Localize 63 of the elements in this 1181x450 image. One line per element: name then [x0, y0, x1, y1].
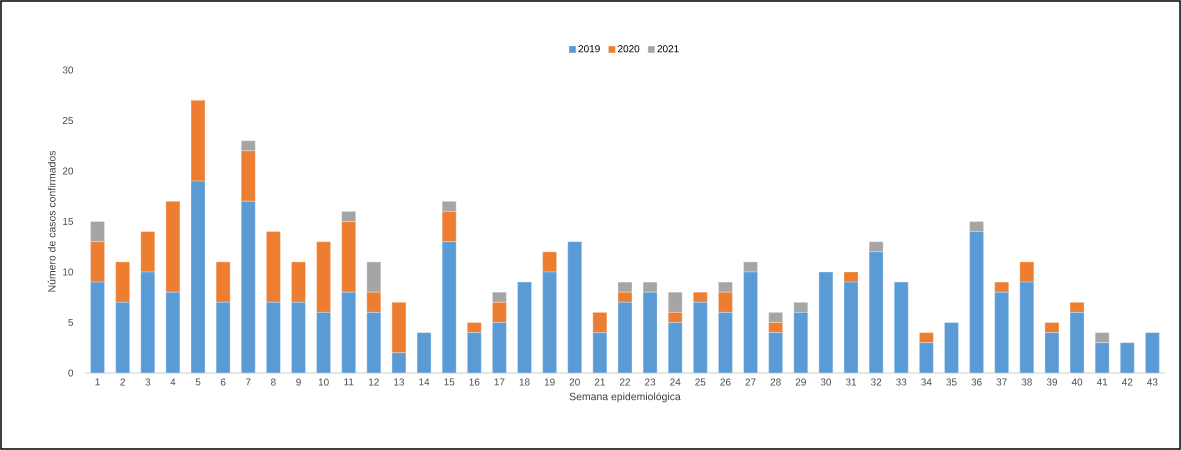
- x-tick-label: 25: [695, 378, 706, 386]
- x-tick-label: 15: [444, 378, 455, 386]
- x-tick-label: 14: [419, 378, 430, 386]
- x-tick-label: 41: [1096, 378, 1108, 386]
- x-tick-label: 22: [619, 378, 631, 386]
- bar: [944, 322, 959, 374]
- x-tick-label: 26: [720, 378, 731, 386]
- x-tick-label: 24: [670, 378, 681, 386]
- y-axis-title: Número de casos confirmados: [47, 150, 56, 292]
- x-tick-label: 4: [170, 378, 176, 386]
- x-tick-label: 38: [1021, 378, 1032, 386]
- x-tick-label: 29: [795, 378, 806, 386]
- y-tick-label: 10: [63, 268, 74, 276]
- legend-label: 2021: [657, 45, 679, 53]
- x-tick-label: 36: [971, 378, 982, 386]
- x-axis-title: Semana epidemiológica: [569, 392, 681, 403]
- x-tick-label: 23: [645, 378, 656, 386]
- x-tick-label: 20: [569, 378, 580, 386]
- bar: [416, 332, 432, 374]
- x-tick-label: 8: [271, 378, 276, 386]
- x-tick-label: 18: [519, 378, 530, 386]
- x-tick-label: 5: [195, 378, 201, 386]
- y-tick-label: 30: [62, 66, 74, 74]
- x-tick-label: 21: [594, 378, 605, 386]
- x-tick-label: 39: [1046, 378, 1058, 386]
- y-tick-label: 15: [63, 218, 74, 225]
- x-tick-label: 2: [120, 378, 125, 386]
- x-tick-label: 42: [1121, 378, 1133, 386]
- bar: [567, 241, 582, 374]
- x-tick-label: 33: [896, 378, 907, 386]
- x-tick-label: 10: [318, 378, 329, 386]
- bar: [1145, 332, 1160, 374]
- x-tick-label: 30: [820, 378, 832, 386]
- y-tick-label: 5: [68, 319, 74, 326]
- x-tick-label: 40: [1071, 378, 1083, 386]
- x-tick-label: 31: [845, 378, 857, 386]
- bar: [818, 271, 834, 374]
- x-tick-label: 9: [296, 378, 301, 386]
- x-tick-label: 1: [95, 378, 100, 386]
- x-tick-label: 34: [921, 378, 932, 386]
- x-tick-label: 32: [870, 378, 882, 386]
- x-tick-label: 17: [494, 378, 505, 386]
- y-tick-label: 20: [62, 167, 74, 175]
- x-tick-label: 35: [946, 378, 957, 386]
- x-tick-label: 13: [394, 378, 405, 386]
- x-tick-label: 12: [369, 378, 379, 386]
- x-tick-label: 11: [344, 378, 354, 386]
- x-tick-label: 27: [745, 378, 756, 386]
- x-tick-label: 3: [145, 378, 151, 386]
- x-tick-label: 16: [469, 378, 480, 386]
- x-tick-label: 19: [544, 378, 555, 386]
- x-tick-label: 6: [220, 378, 226, 386]
- bar: [1120, 342, 1135, 374]
- x-tick-label: 43: [1147, 378, 1158, 386]
- x-tick-label: 7: [245, 378, 251, 386]
- legend-label: 2020: [618, 45, 640, 53]
- y-tick-label: 0: [68, 369, 74, 377]
- legend-label: 2019: [578, 45, 600, 53]
- bar: [517, 281, 532, 374]
- x-tick-label: 28: [770, 378, 781, 386]
- y-tick-label: 25: [62, 116, 74, 125]
- bar: [894, 281, 909, 374]
- x-tick-label: 37: [996, 378, 1007, 386]
